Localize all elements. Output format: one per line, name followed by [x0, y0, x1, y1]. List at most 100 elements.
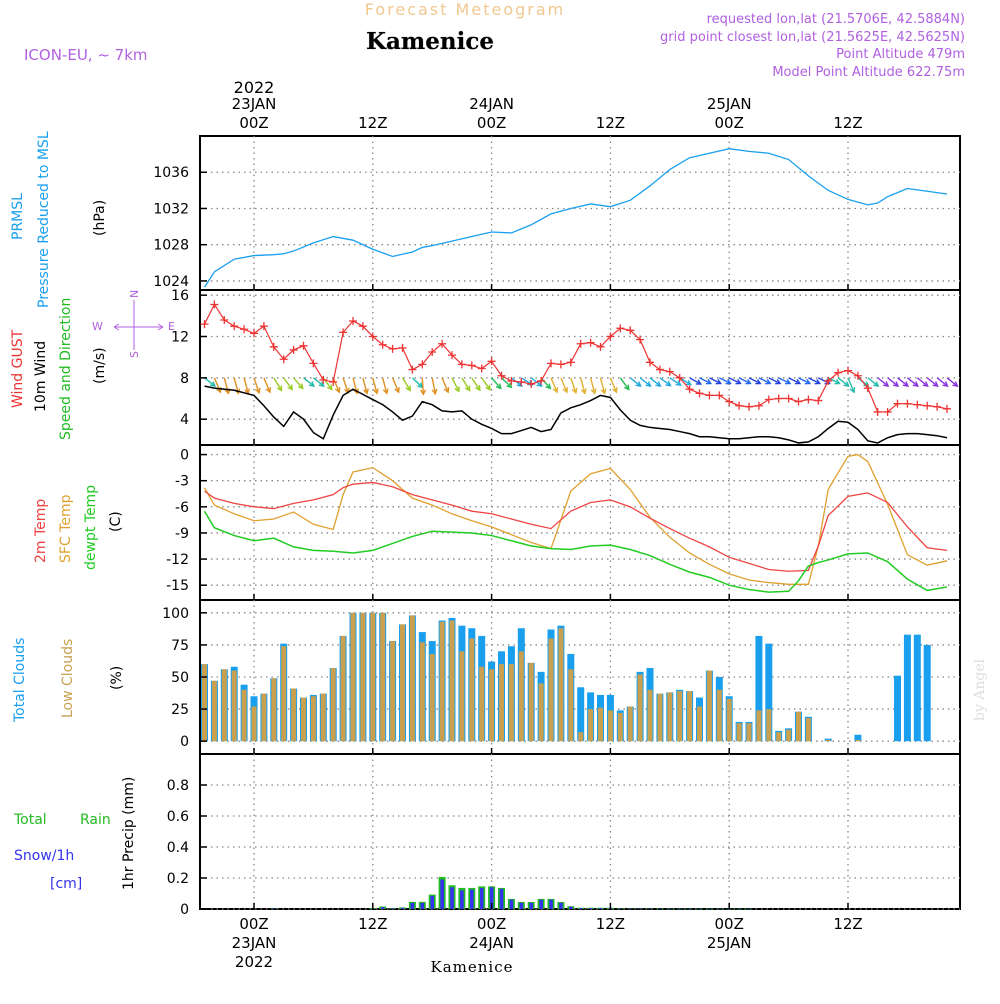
gust-marker: [863, 384, 872, 393]
gust-marker: [834, 368, 843, 377]
gust-marker: [873, 407, 882, 416]
precip-unit: 1hr Precip (mm): [121, 777, 137, 890]
y-tick-label: 0.2: [167, 871, 189, 887]
wind-vector: [808, 377, 820, 385]
bottom-time-label: 00Z: [715, 915, 744, 933]
snow-bar: [410, 902, 415, 909]
wind-vector-head: [922, 381, 929, 387]
snow-bar: [450, 887, 454, 909]
wind-vector: [926, 377, 939, 387]
wind-vector: [451, 377, 460, 392]
gust-marker: [299, 341, 308, 350]
snow-bar: [648, 908, 652, 910]
wind-vector-head: [665, 380, 672, 387]
wind-vector-head: [420, 389, 427, 396]
panel-grids: [200, 136, 960, 910]
gust-marker: [250, 329, 258, 338]
gust-marker: [329, 377, 338, 386]
wind-vector-head: [590, 388, 597, 395]
wind-vector-head: [892, 381, 900, 387]
wind-vector: [253, 377, 260, 394]
gust-marker: [586, 338, 595, 347]
wind-direction-label: Speed and Direction: [58, 298, 74, 440]
wind-vector: [362, 377, 368, 394]
gust-marker: [675, 373, 684, 382]
top-time-label: 12Z: [358, 114, 387, 132]
bottom-time-label: 23JAN: [232, 934, 277, 952]
snow-bar: [578, 908, 583, 909]
wind-vector: [421, 377, 425, 395]
gust-marker: [705, 391, 714, 400]
wind-vector: [342, 377, 349, 394]
gust-marker: [794, 397, 803, 406]
low-cloud-bar: [251, 706, 257, 742]
gust-marker: [655, 365, 664, 374]
gust-marker: [507, 376, 516, 385]
low-cloud-bar: [370, 612, 376, 742]
compass-s: S: [128, 351, 141, 358]
wind-vector-head: [612, 387, 618, 394]
gust-marker: [240, 325, 249, 334]
gust-marker: [576, 339, 585, 348]
wind-vector-head: [695, 379, 703, 385]
low-cloud-bar: [499, 664, 504, 742]
wind-vector-head: [675, 380, 682, 386]
wind-vector-head: [755, 378, 762, 385]
snow-bar: [727, 908, 731, 910]
low-cloud-bar: [449, 620, 455, 742]
snow-bar: [737, 908, 741, 910]
wind-vector: [372, 377, 378, 394]
y-tick-label: 0: [180, 734, 189, 750]
temp-sfc-label: SFC Temp: [58, 494, 74, 563]
snow-bar: [400, 907, 405, 909]
wind-vector: [946, 377, 958, 387]
wind-vector: [431, 377, 436, 394]
gust-marker: [903, 399, 912, 408]
gust-marker: [596, 342, 605, 351]
low-cloud-bar: [697, 706, 702, 742]
bottom-time-label: 12Z: [358, 915, 387, 933]
wind-vector: [243, 377, 249, 394]
wind-vector-head: [536, 381, 543, 387]
low-cloud-bar: [360, 612, 366, 742]
wind-labels: Wind GUST 10m Wind Speed and Direction (…: [10, 290, 175, 440]
wind-vector: [589, 377, 596, 394]
gust-marker: [497, 371, 506, 380]
low-cloud-bar: [855, 739, 861, 742]
low-cloud-bar: [726, 698, 732, 742]
compass-n: N: [128, 290, 141, 298]
wind-vector-head: [254, 387, 261, 395]
wind-vector-head: [276, 385, 283, 392]
top-time-label: 12Z: [596, 114, 625, 132]
low-cloud-bar: [598, 707, 603, 742]
wind-vector-head: [580, 388, 587, 395]
gust-marker: [319, 375, 328, 384]
low-cloud-bar: [518, 651, 524, 742]
wind-vector: [936, 377, 948, 387]
gust-marker: [814, 396, 823, 405]
low-cloud-bar: [261, 693, 267, 742]
gust-marker: [715, 391, 724, 400]
wind-vector-head: [209, 381, 217, 387]
gust-marker: [893, 399, 902, 408]
low-cloud-bar: [786, 729, 792, 742]
wind-vector-head: [600, 388, 607, 395]
snow-bar: [717, 908, 722, 910]
wind-vector-head: [655, 381, 662, 387]
snow-bar: [390, 908, 395, 909]
temp-2m-label: 2m Temp: [33, 499, 49, 563]
wind-vector: [461, 377, 471, 391]
total-cloud-bar: [824, 738, 832, 742]
snow-bar: [638, 908, 642, 910]
low-clouds-label: Low Clouds: [60, 639, 76, 718]
wind-10m-label: 10m Wind: [33, 341, 49, 412]
low-cloud-bar: [558, 628, 564, 742]
bottom-time-label: 2022: [235, 953, 273, 971]
y-tick-label: -3: [175, 474, 189, 490]
wind-vector-head: [297, 383, 304, 390]
snow-bar: [430, 895, 434, 909]
precip-labels: Total Rain Snow/1h [cm] 1hr Precip (mm): [13, 777, 137, 892]
snow-bar: [588, 908, 593, 909]
low-cloud-bar: [568, 669, 574, 742]
